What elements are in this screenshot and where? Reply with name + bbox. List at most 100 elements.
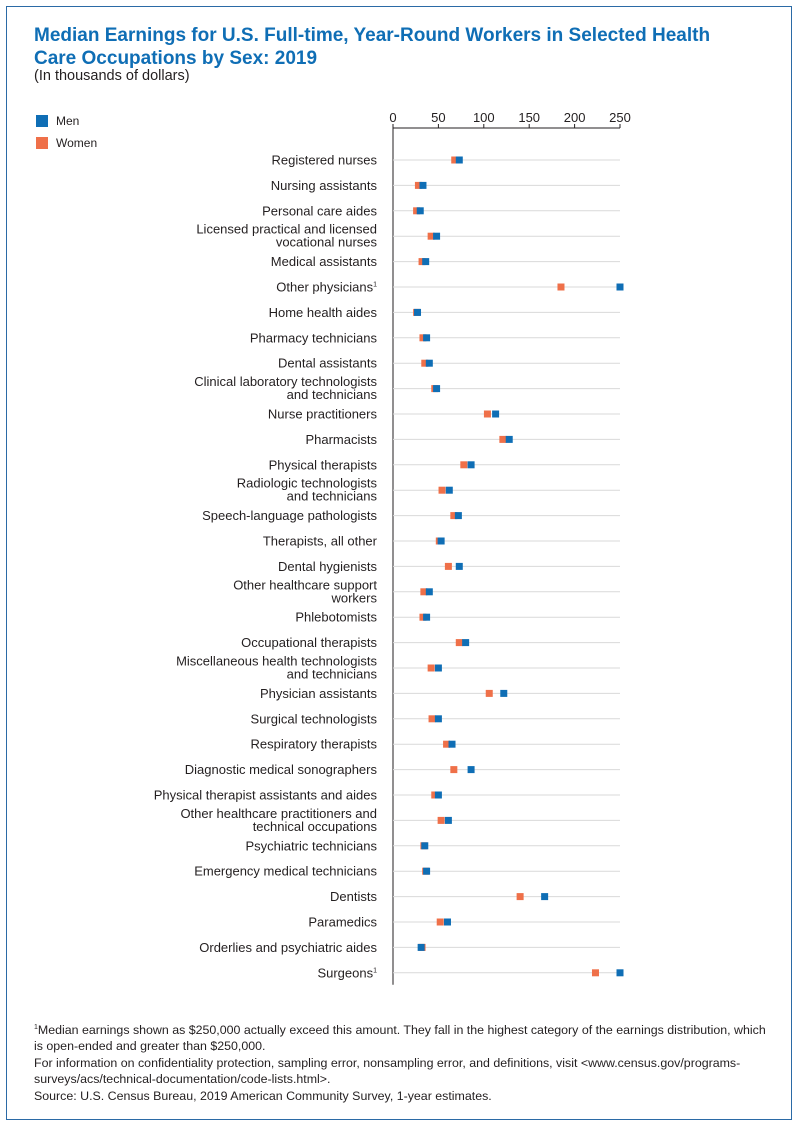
women-marker	[427, 664, 435, 672]
row-label: Other physicians1	[276, 280, 377, 295]
men-marker	[434, 715, 442, 723]
row-label: Surgical technologists	[251, 711, 378, 726]
men-marker	[467, 461, 475, 469]
men-marker	[437, 537, 445, 545]
row-label: Phlebotomists	[295, 610, 377, 625]
women-marker	[451, 156, 459, 164]
chart-subtitle: (In thousands of dollars)	[34, 68, 190, 84]
row-label: Psychiatric technicians	[246, 838, 378, 853]
row-label: Radiologic technologists and technicians	[237, 476, 378, 504]
row-label: Physical therapist assistants and aides	[154, 788, 378, 803]
women-marker	[591, 969, 599, 977]
women-marker	[420, 588, 428, 596]
row-label: Other healthcare support workers	[233, 577, 377, 605]
x-tick-label: 50	[431, 110, 445, 125]
men-marker	[419, 181, 427, 189]
men-marker	[433, 385, 441, 393]
men-marker	[417, 943, 425, 951]
row-label: Other healthcare practitioners and techni…	[180, 806, 377, 834]
men-marker	[505, 435, 513, 443]
women-marker	[485, 689, 493, 697]
men-marker	[454, 512, 462, 520]
x-tick-label: 100	[473, 110, 495, 125]
men-marker	[616, 969, 624, 977]
row-label: Dental hygienists	[278, 559, 377, 574]
women-marker	[443, 740, 451, 748]
women-marker	[414, 181, 422, 189]
row-label: Personal care aides	[262, 203, 377, 218]
women-marker	[421, 359, 429, 367]
row-label: Emergency medical technicians	[194, 864, 377, 879]
dot-plot-chart: 0 50 100 150 200 250 Registered nurses Nursing …	[154, 110, 631, 985]
men-marker	[443, 918, 451, 926]
row-label: Medical assistants	[271, 254, 378, 269]
men-marker	[616, 283, 624, 291]
legend-label-men: Men	[56, 114, 80, 128]
men-marker	[500, 689, 508, 697]
men-marker	[423, 867, 431, 875]
women-marker	[444, 562, 452, 570]
row-label: Occupational therapists	[241, 635, 377, 650]
legend: Men Women	[36, 110, 97, 154]
x-tick-label: 0	[389, 110, 396, 125]
women-marker	[419, 334, 427, 342]
men-marker	[492, 410, 500, 418]
women-marker	[419, 613, 427, 621]
legend-label-women: Women	[56, 136, 98, 150]
row-label: Clinical laboratory technologists and tec…	[194, 374, 377, 402]
women-marker	[431, 791, 439, 799]
row-label: Physical therapists	[269, 457, 378, 472]
x-tick-label: 150	[518, 110, 540, 125]
men-marker	[448, 740, 456, 748]
women-marker	[436, 918, 444, 926]
row-label: Orderlies and psychiatric aides	[199, 940, 377, 955]
men-marker	[421, 842, 429, 850]
footnote-1-text: Median earnings shown as $250,000 actual…	[34, 1023, 766, 1053]
men-marker	[462, 639, 470, 647]
men-marker	[423, 334, 431, 342]
men-marker	[433, 232, 441, 240]
row-label: Miscellaneous health technologists and te…	[176, 654, 377, 682]
row-label: Dental assistants	[278, 356, 377, 371]
women-marker	[427, 232, 435, 240]
women-marker	[483, 410, 491, 418]
men-marker	[425, 588, 433, 596]
footnote-2: For information on confidentiality prote…	[34, 1056, 741, 1086]
men-marker	[541, 893, 549, 901]
women-marker	[455, 639, 463, 647]
women-marker	[438, 486, 446, 494]
row-label: Licensed practical and licensed vocationa…	[196, 222, 377, 250]
x-tick-label: 250	[609, 110, 631, 125]
men-marker	[423, 613, 431, 621]
row-label: Surgeons1	[317, 965, 377, 980]
row-label: Pharmacists	[305, 432, 377, 447]
row-label: Diagnostic medical sonographers	[185, 762, 378, 777]
women-marker	[437, 816, 445, 824]
footnotes: 1Median earnings shown as $250,000 actua…	[34, 1020, 774, 1107]
legend-swatch-men	[36, 115, 48, 127]
men-marker	[425, 359, 433, 367]
men-marker	[445, 486, 453, 494]
women-marker	[428, 715, 436, 723]
row-label: Registered nurses	[272, 153, 378, 168]
men-marker	[414, 308, 422, 316]
women-marker	[450, 766, 458, 774]
men-marker	[444, 816, 452, 824]
source-note: Source: U.S. Census Bureau, 2019 America…	[34, 1089, 492, 1104]
chart-title: Median Earnings for U.S. Full-time, Year…	[34, 25, 711, 69]
footnote-marker: 1	[34, 1024, 38, 1031]
women-marker	[499, 435, 507, 443]
row-label: Respiratory therapists	[251, 737, 378, 752]
row-label: Pharmacy technicians	[250, 330, 378, 345]
legend-item-women: Women	[36, 132, 97, 154]
men-marker	[455, 156, 463, 164]
women-marker	[516, 893, 524, 901]
row-label: Physician assistants	[260, 686, 378, 701]
row-label: Speech-language pathologists	[202, 508, 377, 523]
women-marker	[450, 512, 458, 520]
row-label: Nursing assistants	[271, 178, 378, 193]
men-marker	[455, 562, 463, 570]
men-marker	[422, 258, 430, 266]
women-marker	[413, 207, 421, 215]
men-marker	[416, 207, 424, 215]
